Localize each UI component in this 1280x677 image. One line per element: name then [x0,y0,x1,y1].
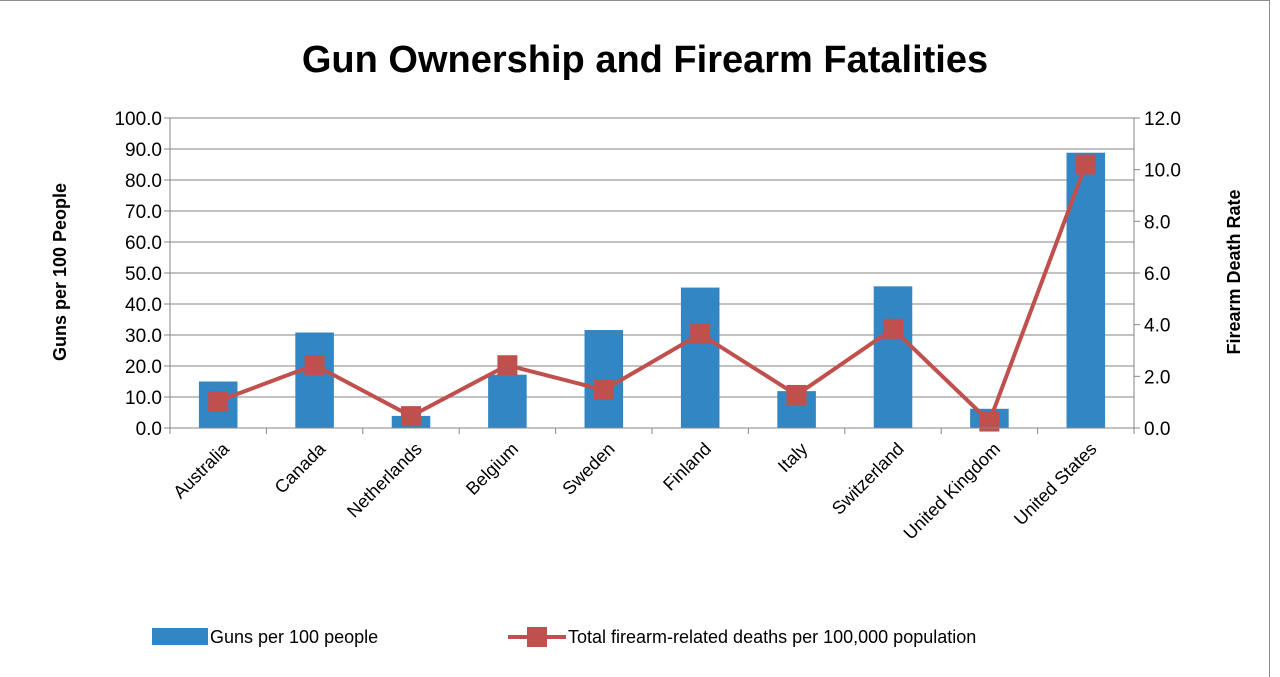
bar [1066,152,1106,428]
right-tick-label: 0.0 [1144,419,1170,440]
category-label: United Kingdom [900,439,1005,544]
left-axis-title: Guns per 100 People [50,183,70,361]
bar [295,332,334,428]
category-label: Sweden [558,439,618,499]
right-tick-label: 8.0 [1144,212,1170,233]
left-tick-label: 40.0 [125,295,162,316]
line-marker [497,355,518,376]
right-tick-label: 12.0 [1144,109,1181,130]
legend-label-line: Total firearm-related deaths per 100,000… [568,627,976,647]
line-marker [690,323,711,344]
category-label: Finland [659,439,715,495]
bar [680,287,720,428]
line-marker [593,380,614,401]
left-tick-label: 90.0 [125,140,162,161]
right-tick-label: 6.0 [1144,264,1170,285]
category-label: Australia [169,438,233,502]
axes [164,117,1140,434]
left-tick-label: 0.0 [136,419,162,440]
line-marker [208,391,229,412]
category-label: Italy [774,439,811,476]
legend: Guns per 100 people Total firearm-relate… [152,627,976,647]
left-tick-label: 30.0 [125,326,162,347]
category-labels: Australia Canada Netherlands Belgium Sweden F… [169,438,1100,543]
line-marker [979,411,1000,432]
right-tick-label: 4.0 [1144,316,1170,337]
line-series [208,154,1096,432]
right-tick-label: 10.0 [1144,161,1181,182]
right-tick-label: 2.0 [1144,367,1170,388]
right-axis-ticks: 0.0 2.0 4.0 6.0 8.0 10.0 12.0 [1144,109,1181,440]
right-axis-title: Firearm Death Rate [1224,189,1244,354]
left-tick-label: 10.0 [125,388,162,409]
left-axis-ticks: 0.0 10.0 20.0 30.0 40.0 50.0 60.0 70.0 80.0 90.0 1… [114,109,162,440]
line-marker [304,354,325,375]
line-marker [786,384,807,405]
category-label: Netherlands [343,439,426,522]
legend-swatch-bar [152,628,208,645]
left-tick-label: 80.0 [125,171,162,192]
legend-swatch-marker [527,627,547,647]
category-label: United States [1010,439,1101,530]
bar [488,374,527,428]
line-marker [1075,154,1096,175]
legend-label-bar: Guns per 100 people [210,627,378,647]
series-line [217,163,1088,424]
bar-series [198,152,1106,428]
left-tick-label: 70.0 [125,202,162,223]
category-label: Switzerland [828,439,908,519]
category-label: Belgium [462,439,522,499]
left-tick-label: 100.0 [114,109,162,130]
chart-title: Gun Ownership and Firearm Fatalities [302,39,988,81]
left-tick-label: 60.0 [125,233,162,254]
left-tick-label: 50.0 [125,264,162,285]
line-marker [401,406,421,427]
bar [584,330,624,428]
category-label: Canada [271,438,330,497]
bar [873,286,913,428]
left-tick-label: 20.0 [125,357,162,378]
line-marker [883,318,903,339]
